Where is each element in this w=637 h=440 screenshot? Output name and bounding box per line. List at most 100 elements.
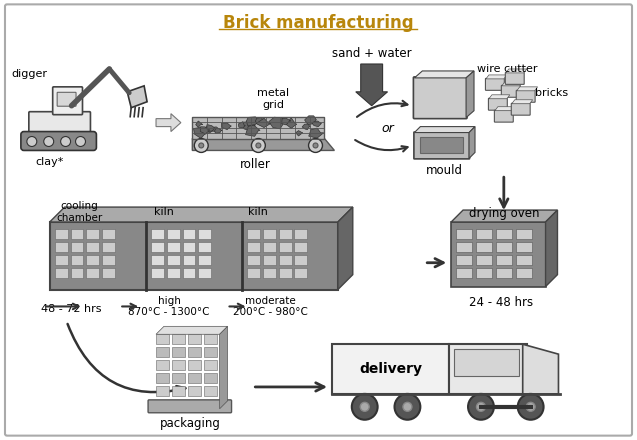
Polygon shape: [220, 326, 227, 409]
Bar: [262, 242, 276, 252]
Text: kiln: kiln: [248, 207, 268, 217]
Bar: [204, 373, 217, 383]
Circle shape: [394, 394, 420, 420]
Polygon shape: [451, 210, 557, 222]
Bar: [204, 347, 217, 357]
Bar: [172, 360, 185, 370]
Bar: [183, 255, 196, 265]
Text: roller: roller: [240, 158, 271, 171]
Bar: [294, 255, 308, 265]
Circle shape: [352, 394, 378, 420]
Bar: [247, 255, 260, 265]
Bar: [87, 242, 99, 252]
Bar: [151, 268, 164, 278]
Bar: [456, 255, 472, 265]
Bar: [188, 360, 201, 370]
Circle shape: [194, 139, 208, 152]
Bar: [103, 242, 115, 252]
Bar: [454, 349, 519, 376]
Circle shape: [313, 143, 318, 148]
Bar: [420, 136, 463, 154]
Polygon shape: [50, 207, 353, 222]
Circle shape: [44, 136, 54, 147]
Bar: [183, 268, 196, 278]
Polygon shape: [304, 116, 317, 125]
Text: moderate
200°C - 980°C: moderate 200°C - 980°C: [233, 296, 308, 317]
Polygon shape: [285, 118, 297, 128]
FancyArrow shape: [355, 64, 387, 106]
Bar: [294, 229, 308, 239]
FancyArrow shape: [156, 114, 181, 132]
Bar: [55, 229, 68, 239]
Bar: [188, 373, 201, 383]
Bar: [199, 255, 211, 265]
Bar: [278, 229, 292, 239]
FancyBboxPatch shape: [414, 132, 469, 159]
Bar: [204, 386, 217, 396]
Polygon shape: [256, 118, 271, 128]
Bar: [192, 117, 324, 139]
Polygon shape: [222, 123, 231, 130]
Bar: [188, 386, 201, 396]
Circle shape: [518, 394, 543, 420]
Circle shape: [199, 143, 204, 148]
Text: packaging: packaging: [161, 417, 221, 430]
Text: delivery: delivery: [359, 362, 422, 376]
Polygon shape: [200, 127, 210, 134]
Polygon shape: [196, 121, 203, 127]
Polygon shape: [206, 125, 215, 132]
Bar: [167, 268, 180, 278]
Bar: [476, 268, 492, 278]
Text: kiln: kiln: [154, 207, 174, 217]
Bar: [496, 268, 512, 278]
Text: or: or: [381, 122, 394, 135]
Circle shape: [61, 136, 71, 147]
FancyBboxPatch shape: [57, 92, 76, 106]
Bar: [50, 222, 338, 290]
Bar: [262, 255, 276, 265]
Bar: [167, 242, 180, 252]
Polygon shape: [245, 125, 260, 136]
Text: clay*: clay*: [36, 158, 64, 167]
Polygon shape: [502, 82, 523, 86]
Bar: [456, 229, 472, 239]
FancyArrowPatch shape: [68, 324, 185, 394]
Bar: [156, 334, 169, 344]
Polygon shape: [486, 75, 507, 79]
Bar: [262, 229, 276, 239]
Bar: [199, 268, 211, 278]
Circle shape: [27, 136, 37, 147]
Polygon shape: [506, 69, 527, 73]
Polygon shape: [255, 117, 265, 125]
Polygon shape: [269, 117, 287, 129]
Polygon shape: [449, 344, 527, 394]
Bar: [332, 344, 449, 394]
Bar: [199, 242, 211, 252]
Polygon shape: [243, 121, 255, 131]
Polygon shape: [302, 124, 311, 130]
Bar: [167, 229, 180, 239]
Polygon shape: [127, 86, 147, 108]
Bar: [247, 242, 260, 252]
Bar: [278, 242, 292, 252]
Bar: [183, 229, 196, 239]
Bar: [151, 229, 164, 239]
Text: 48 - 72 hrs: 48 - 72 hrs: [41, 304, 102, 315]
Bar: [55, 255, 68, 265]
Polygon shape: [517, 87, 538, 91]
Bar: [183, 242, 196, 252]
Polygon shape: [415, 127, 475, 132]
Bar: [156, 373, 169, 383]
Circle shape: [252, 139, 266, 152]
Bar: [156, 386, 169, 396]
FancyBboxPatch shape: [512, 103, 530, 115]
Circle shape: [468, 394, 494, 420]
FancyBboxPatch shape: [148, 400, 232, 413]
Polygon shape: [192, 139, 334, 150]
Bar: [151, 255, 164, 265]
FancyBboxPatch shape: [21, 132, 96, 150]
Bar: [151, 242, 164, 252]
Text: sand + water: sand + water: [332, 47, 412, 59]
FancyBboxPatch shape: [53, 87, 83, 115]
Text: bricks: bricks: [535, 88, 568, 98]
